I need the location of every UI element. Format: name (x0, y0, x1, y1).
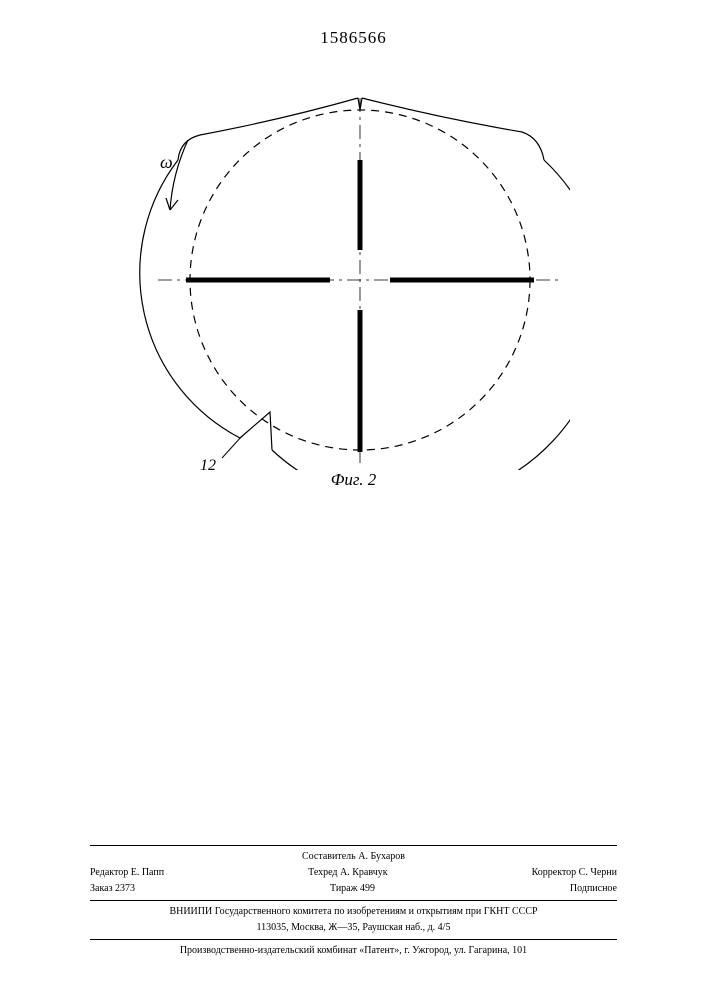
omega-arrowhead (166, 198, 178, 210)
footer-tech-editor: Техред А. Кравчук (308, 866, 388, 880)
outer-top-right (362, 98, 544, 160)
footer-editor: Редактор Е. Папп (90, 866, 164, 880)
footer-org-2: 113035, Москва, Ж—35, Раушская наб., д. … (90, 921, 617, 935)
footer-org-1: ВНИИПИ Государственного комитета по изоб… (90, 905, 617, 919)
patent-number: 1586566 (0, 28, 707, 48)
figure-caption: Фиг. 2 (0, 470, 707, 490)
footer-order: Заказ 2373 (90, 882, 135, 896)
footer-corrector: Корректор С. Черни (532, 866, 617, 880)
omega-label: ω (160, 152, 173, 172)
figure-svg: ω 12 (130, 90, 570, 470)
footer-row-2: Заказ 2373 Тираж 499 Подписное (90, 882, 617, 896)
footer-composer: Составитель А. Бухаров (90, 850, 617, 864)
footer-row-1: Редактор Е. Папп Техред А. Кравчук Корре… (90, 866, 617, 880)
footer-rule-mid (90, 900, 617, 901)
footer-rule-top (90, 845, 617, 846)
outer-notch (240, 412, 272, 450)
footer-publisher: Производственно-издательский комбинат «П… (90, 944, 617, 958)
footer-circulation: Тираж 499 (330, 882, 375, 896)
omega-arc (170, 140, 188, 210)
figure-2: ω 12 (130, 90, 570, 470)
outer-left-arc (140, 160, 240, 438)
footer-subscription: Подписное (570, 882, 617, 896)
outer-top-left (178, 98, 358, 160)
footer-rule-bot (90, 939, 617, 940)
part-label-12: 12 (200, 457, 216, 470)
leader-12 (222, 436, 242, 458)
footer-block: Составитель А. Бухаров Редактор Е. Папп … (90, 841, 617, 960)
outer-right-bottom-arc (272, 160, 570, 470)
